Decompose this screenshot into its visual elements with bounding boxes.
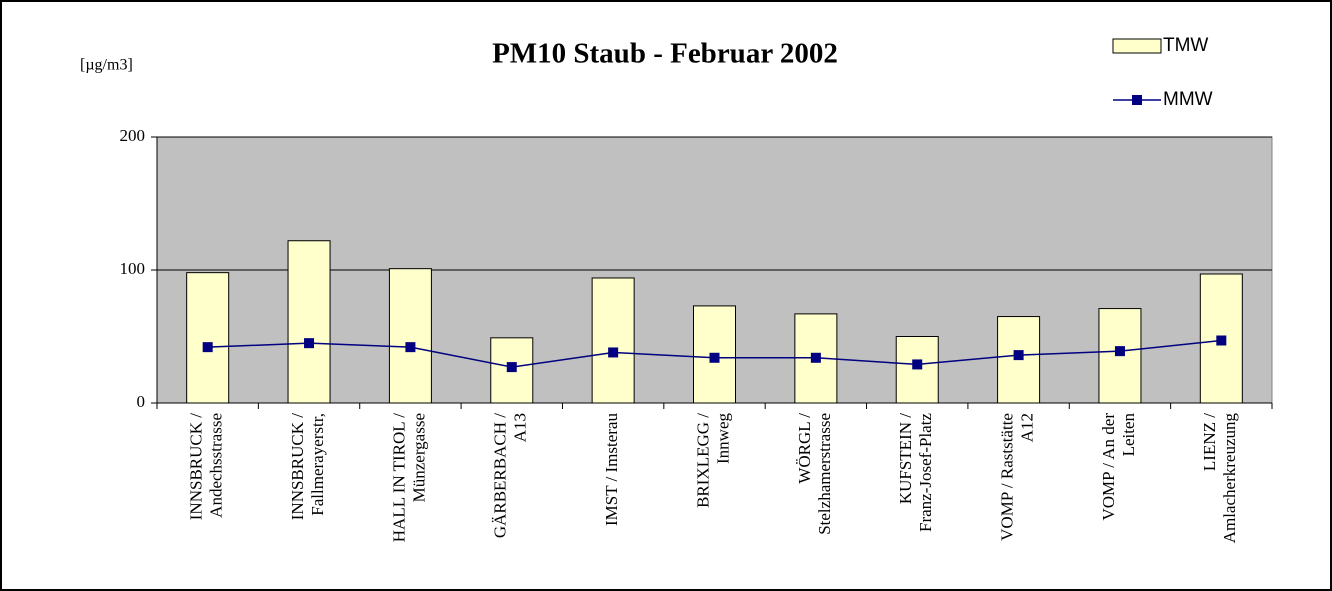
x-tick-label: KUFSTEIN /: [896, 413, 915, 504]
x-tick-label: IMST / Imsterau: [602, 413, 621, 527]
line-marker: [202, 342, 213, 353]
line-marker: [810, 352, 821, 363]
line-marker: [506, 362, 517, 373]
y-axis-label: [µg/m3]: [80, 57, 133, 74]
x-tick-label: Andechsstrasse: [207, 413, 226, 518]
x-tick-label: Leiten: [1119, 413, 1138, 457]
line-marker: [912, 359, 923, 370]
x-tick-label: LIENZ /: [1200, 413, 1219, 471]
y-tick-label: 100: [120, 259, 146, 278]
line-marker: [1013, 350, 1024, 361]
legend-label: TMW: [1163, 35, 1208, 56]
bar: [895, 336, 939, 404]
x-tick-label: VOMP / Raststätte: [997, 413, 1016, 541]
y-tick-label: 200: [120, 126, 146, 145]
line-marker: [405, 342, 416, 353]
bar: [287, 240, 331, 404]
line-marker: [709, 352, 720, 363]
x-tick-label: HALL IN TIROL /: [389, 413, 408, 542]
y-tick-label: 0: [137, 392, 146, 411]
bar: [591, 277, 635, 404]
x-tick-label: Innweg: [713, 413, 732, 464]
x-tick-label: VOMP / An der: [1099, 413, 1118, 521]
x-tick-label: A13: [511, 413, 530, 442]
x-tick-label: Fallmerayerstr,: [308, 413, 327, 516]
legend-label: MMW: [1163, 89, 1213, 110]
legend-swatch: [1112, 38, 1162, 54]
line-marker: [1114, 346, 1125, 357]
x-tick-label: Stelzhamerstrasse: [815, 413, 834, 535]
x-tick-label: GÄRBERBACH /: [491, 413, 510, 538]
x-tick-label: BRIXLEGG /: [693, 413, 712, 508]
x-tick-label: WÖRGL /: [795, 413, 814, 484]
chart-title: PM10 Staub - Februar 2002: [492, 38, 838, 70]
bar: [388, 268, 432, 404]
x-tick-label: A12: [1017, 413, 1036, 442]
x-tick-label: INNSBRUCK /: [288, 413, 307, 520]
line-marker: [608, 347, 619, 358]
bar: [186, 272, 230, 404]
legend-swatch: [1132, 95, 1142, 105]
x-tick-label: Münzergasse: [409, 413, 428, 502]
line-marker: [1216, 335, 1227, 346]
x-tick-label: Franz-Josef-Platz: [916, 413, 935, 532]
x-tick-label: INNSBRUCK /: [187, 413, 206, 520]
line-marker: [304, 338, 315, 349]
x-tick-label: Amlacherkreuzung: [1220, 413, 1239, 544]
